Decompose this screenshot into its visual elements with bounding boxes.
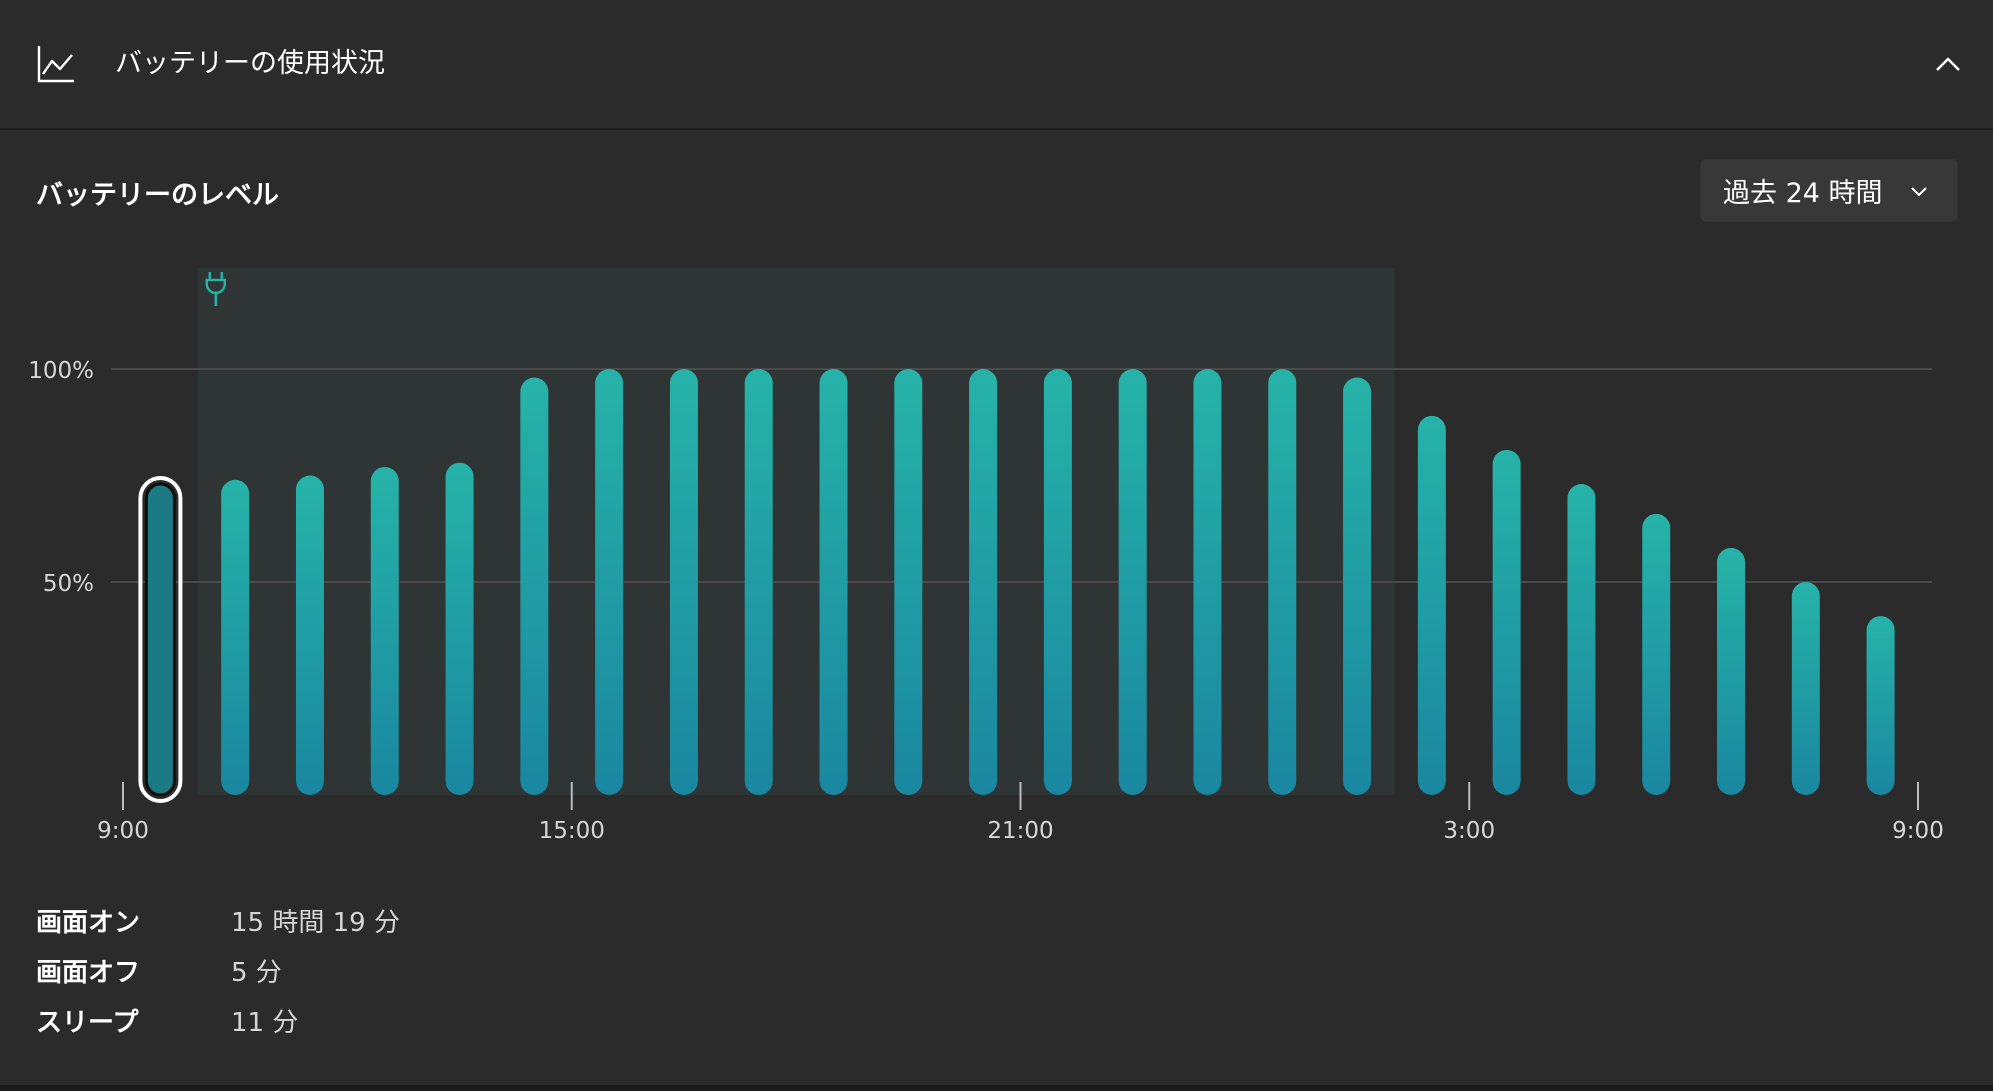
battery-bar [819, 369, 848, 795]
stat-label: スリープ [36, 1007, 139, 1038]
battery-bar [1043, 369, 1072, 795]
time-range-dropdown[interactable]: 過去 24 時間 [1700, 159, 1958, 222]
selected-bar-outline [138, 476, 183, 804]
battery-level-title: バッテリーのレベル [36, 180, 279, 211]
battery-bar [370, 466, 399, 795]
x-tick-label: 15:00 [539, 818, 605, 844]
collapse-button[interactable] [1924, 40, 1972, 88]
battery-bar [144, 482, 176, 797]
x-tick-label: 9:00 [97, 818, 149, 844]
battery-bar [1866, 616, 1895, 795]
x-tick-label: 21:00 [987, 818, 1053, 844]
battery-bar [295, 475, 324, 795]
battery-bar [1118, 369, 1147, 795]
battery-bar [1268, 369, 1297, 795]
battery-bar [1791, 582, 1820, 795]
header-title: バッテリーの使用状況 [115, 48, 385, 79]
battery-bar [1193, 369, 1222, 795]
y-tick-label: 100% [28, 358, 94, 384]
battery-bar [1717, 547, 1746, 795]
battery-bar [595, 369, 624, 795]
stat-value: 15 時間 19 分 [231, 907, 400, 938]
x-tick-label: 9:00 [1892, 818, 1944, 844]
time-range-value: 過去 24 時間 [1723, 178, 1883, 209]
battery-level-chart: 100% 50% 9:00 15:00 21:00 3:00 9:00 [28, 268, 1944, 844]
plug-icon [205, 272, 226, 306]
battery-bar [1642, 513, 1671, 795]
stat-row-screen-off: 画面オフ 5 分 [36, 945, 400, 995]
battery-bar [1492, 449, 1521, 795]
battery-usage-header[interactable]: バッテリーの使用状況 [0, 0, 1993, 130]
battery-bar [520, 377, 549, 795]
battery-bar [445, 462, 474, 795]
chevron-up-icon [1936, 57, 1960, 71]
y-tick-label: 50% [43, 571, 94, 597]
battery-bar [1417, 415, 1446, 795]
battery-bar [669, 369, 698, 795]
battery-bar [221, 479, 250, 795]
battery-bar [744, 369, 773, 795]
battery-bar [1567, 484, 1596, 795]
line-chart-icon [36, 44, 76, 84]
stat-value: 11 分 [231, 1007, 299, 1038]
battery-bar [1343, 377, 1372, 795]
stat-label: 画面オフ [36, 957, 141, 988]
usage-stats: 画面オン 15 時間 19 分 画面オフ 5 分 スリープ 11 分 [36, 895, 400, 1045]
stat-row-sleep: スリープ 11 分 [36, 995, 400, 1045]
stat-row-screen-on: 画面オン 15 時間 19 分 [36, 895, 400, 945]
chevron-down-icon [1911, 187, 1927, 197]
stat-label: 画面オン [36, 907, 141, 938]
battery-bar [969, 369, 998, 795]
battery-bar [894, 369, 923, 795]
x-tick-label: 3:00 [1443, 818, 1495, 844]
stat-value: 5 分 [231, 957, 282, 988]
